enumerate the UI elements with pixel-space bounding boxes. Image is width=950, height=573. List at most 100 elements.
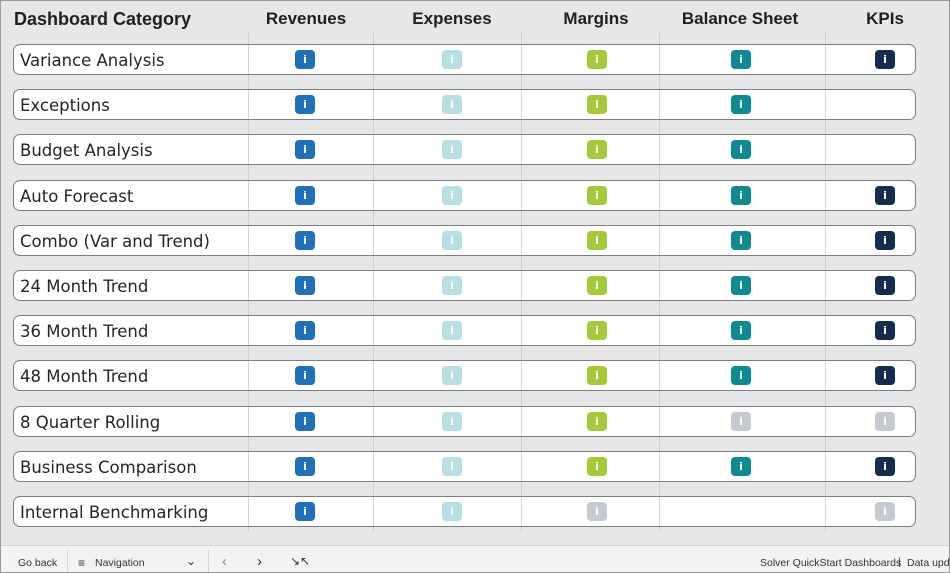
row-label[interactable]: Budget Analysis [20, 141, 153, 160]
margins-info-button[interactable]: i [587, 50, 607, 69]
margins-info-button[interactable]: i [587, 276, 607, 295]
revenues-info-button[interactable]: i [295, 50, 315, 69]
footer-separator: | [898, 556, 901, 568]
kpis-info-button[interactable]: i [875, 186, 895, 205]
cell-divider [521, 452, 522, 481]
margins-info-button[interactable]: i [587, 412, 607, 431]
revenues-info-button[interactable]: i [295, 140, 315, 159]
balance-sheet-info-button[interactable]: i [731, 140, 751, 159]
revenues-info-button[interactable]: i [295, 412, 315, 431]
expenses-info-button[interactable]: i [442, 366, 462, 385]
table-row: Variance Analysis i i i i i [13, 44, 916, 75]
row-label[interactable]: 36 Month Trend [20, 322, 149, 341]
cell-divider [248, 316, 249, 345]
expenses-info-button[interactable]: i [442, 457, 462, 476]
margins-info-button[interactable]: i [587, 457, 607, 476]
row-label[interactable]: Internal Benchmarking [20, 503, 209, 522]
expenses-info-button[interactable]: i [442, 412, 462, 431]
expenses-info-button[interactable]: i [442, 502, 462, 521]
revenues-info-button[interactable]: i [295, 95, 315, 114]
balance-sheet-info-button[interactable]: i [731, 231, 751, 250]
row-label[interactable]: Variance Analysis [20, 51, 165, 70]
margins-info-button[interactable]: i [587, 95, 607, 114]
balance-sheet-info-button[interactable]: i [731, 95, 751, 114]
go-back-button[interactable]: Go back [18, 557, 58, 569]
cell-divider [659, 226, 660, 255]
prev-page-icon[interactable]: ‹ [222, 553, 227, 570]
table-row: Exceptions i i i i [13, 89, 916, 120]
margins-info-button[interactable]: i [587, 140, 607, 159]
cell-divider [248, 45, 249, 74]
list-icon: ≡ [78, 556, 86, 570]
kpis-info-button[interactable]: i [875, 457, 895, 476]
cell-divider [373, 407, 374, 436]
expenses-info-button[interactable]: i [442, 231, 462, 250]
balance-sheet-info-button[interactable]: i [731, 186, 751, 205]
footer-bar: Go back ≡ Navigation ⌄ ‹ › ↘↖ Solver Qui… [0, 545, 950, 573]
cell-divider [659, 452, 660, 481]
cell-divider [825, 135, 826, 164]
expenses-info-button[interactable]: i [442, 50, 462, 69]
expenses-info-button[interactable]: i [442, 186, 462, 205]
chevron-down-icon[interactable]: ⌄ [186, 554, 197, 568]
row-label[interactable]: 8 Quarter Rolling [20, 413, 161, 432]
balance-sheet-info-button[interactable]: i [731, 457, 751, 476]
table-row: Auto Forecast i i i i i [13, 180, 916, 211]
margins-info-button[interactable]: i [587, 186, 607, 205]
balance-sheet-info-button[interactable]: i [731, 276, 751, 295]
cell-divider [825, 361, 826, 390]
expenses-info-button[interactable]: i [442, 140, 462, 159]
expenses-header: Expenses [412, 9, 492, 28]
cell-divider [373, 361, 374, 390]
balance-sheet-header: Balance Sheet [681, 9, 799, 28]
kpis-info-button[interactable]: i [875, 366, 895, 385]
kpis-info-button[interactable]: i [875, 50, 895, 69]
category-header: Dashboard Category [14, 9, 192, 29]
kpis-info-button[interactable]: i [875, 231, 895, 250]
balance-sheet-info-button[interactable]: i [731, 366, 751, 385]
next-page-icon[interactable]: › [257, 553, 262, 570]
row-label[interactable]: Business Comparison [20, 458, 197, 477]
cell-divider [825, 226, 826, 255]
expenses-info-button[interactable]: i [442, 95, 462, 114]
row-label[interactable]: Exceptions [20, 96, 110, 115]
cell-divider [248, 497, 249, 526]
kpis-info-button[interactable]: i [875, 276, 895, 295]
revenues-info-button[interactable]: i [295, 186, 315, 205]
row-label[interactable]: 48 Month Trend [20, 367, 149, 386]
table-header: Dashboard Category Revenues Expenses Mar… [0, 0, 950, 40]
cell-divider [248, 271, 249, 300]
expenses-info-button[interactable]: i [442, 321, 462, 340]
revenues-info-button[interactable]: i [295, 276, 315, 295]
cell-divider [248, 361, 249, 390]
margins-info-button[interactable]: i [587, 366, 607, 385]
revenues-info-button[interactable]: i [295, 457, 315, 476]
kpis-info-button: i [875, 412, 895, 431]
revenues-info-button[interactable]: i [295, 231, 315, 250]
balance-sheet-info-button[interactable]: i [731, 321, 751, 340]
kpis-info-button: i [875, 502, 895, 521]
margins-info-button[interactable]: i [587, 231, 607, 250]
revenues-header: Revenues [265, 9, 347, 28]
cell-divider [521, 316, 522, 345]
data-updated-label: Data upd [907, 557, 950, 569]
collapse-icon[interactable]: ↘↖ [290, 554, 311, 568]
cell-divider [248, 90, 249, 119]
balance-sheet-info-button: i [731, 412, 751, 431]
cell-divider [659, 45, 660, 74]
expenses-info-button[interactable]: i [442, 276, 462, 295]
kpis-info-button[interactable]: i [875, 321, 895, 340]
row-label[interactable]: Combo (Var and Trend) [20, 232, 210, 251]
cell-divider [521, 271, 522, 300]
cell-divider [373, 181, 374, 210]
cell-divider [659, 316, 660, 345]
revenues-info-button[interactable]: i [295, 321, 315, 340]
row-label[interactable]: 24 Month Trend [20, 277, 149, 296]
cell-divider [521, 135, 522, 164]
margins-info-button[interactable]: i [587, 321, 607, 340]
row-label[interactable]: Auto Forecast [20, 187, 134, 206]
navigation-dropdown[interactable]: Navigation [95, 557, 145, 569]
revenues-info-button[interactable]: i [295, 502, 315, 521]
balance-sheet-info-button[interactable]: i [731, 50, 751, 69]
revenues-info-button[interactable]: i [295, 366, 315, 385]
